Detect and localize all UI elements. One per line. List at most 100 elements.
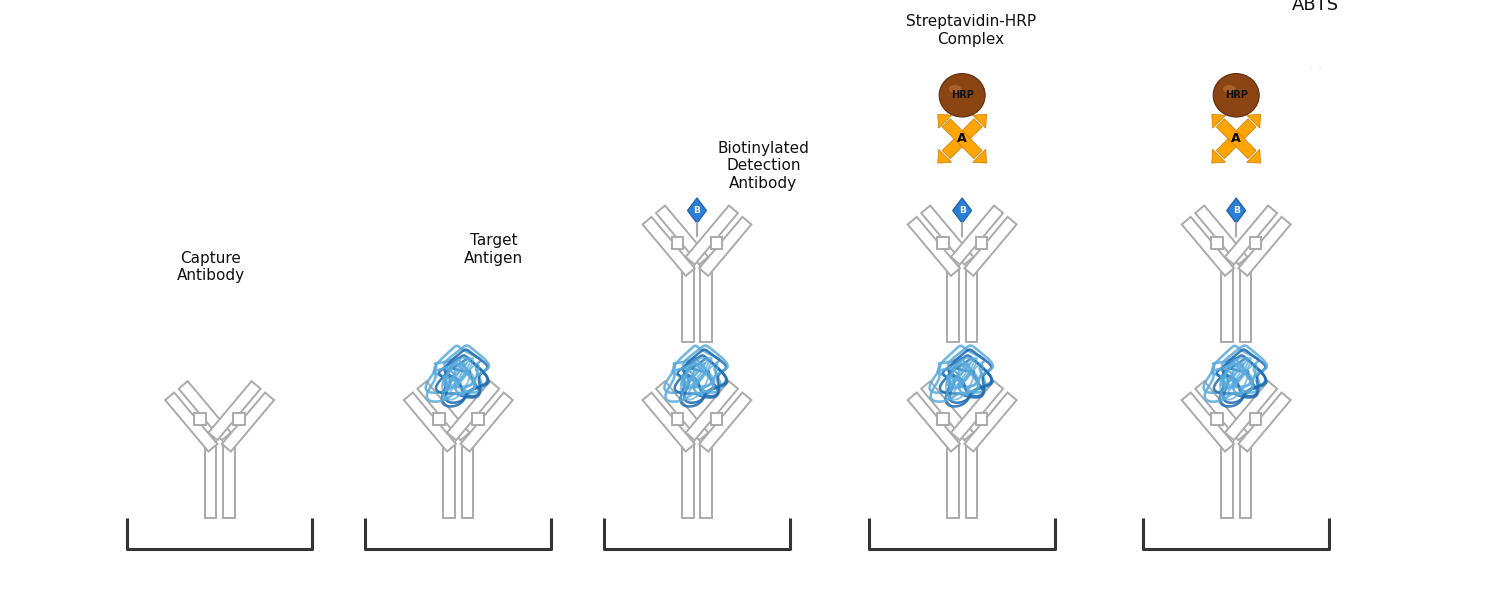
Polygon shape — [964, 217, 1017, 276]
Ellipse shape — [950, 85, 962, 93]
Polygon shape — [1246, 149, 1260, 163]
Text: B: B — [693, 206, 700, 215]
Bar — [711, 413, 723, 425]
Text: B: B — [958, 206, 966, 215]
Polygon shape — [1239, 217, 1290, 276]
Text: A: A — [957, 132, 968, 145]
Bar — [1221, 442, 1233, 518]
Polygon shape — [656, 206, 708, 265]
Polygon shape — [687, 198, 706, 223]
Polygon shape — [938, 115, 951, 128]
Bar — [1239, 266, 1251, 342]
Polygon shape — [656, 381, 708, 440]
Text: Capture
Antibody: Capture Antibody — [177, 251, 244, 283]
Polygon shape — [921, 381, 974, 440]
Polygon shape — [1226, 381, 1276, 440]
Polygon shape — [1196, 381, 1248, 440]
Bar — [700, 442, 712, 518]
Bar — [232, 413, 244, 425]
Polygon shape — [942, 119, 982, 158]
Circle shape — [1304, 31, 1328, 54]
Bar — [975, 413, 987, 425]
Bar — [672, 413, 684, 425]
Polygon shape — [921, 206, 974, 265]
Polygon shape — [1216, 119, 1255, 158]
Polygon shape — [642, 217, 694, 276]
Polygon shape — [1227, 198, 1245, 223]
Polygon shape — [460, 392, 513, 452]
Polygon shape — [938, 149, 951, 163]
Bar — [938, 238, 948, 249]
Bar — [711, 238, 723, 249]
Polygon shape — [642, 392, 694, 452]
Polygon shape — [447, 381, 500, 440]
Bar — [1221, 266, 1233, 342]
Polygon shape — [951, 206, 1004, 265]
Bar — [682, 442, 693, 518]
Polygon shape — [942, 119, 982, 158]
Bar — [462, 442, 474, 518]
Bar — [966, 442, 978, 518]
Circle shape — [1311, 38, 1320, 46]
Bar — [966, 266, 978, 342]
Circle shape — [1308, 35, 1323, 50]
Ellipse shape — [1214, 74, 1258, 117]
Ellipse shape — [939, 74, 986, 117]
Polygon shape — [417, 381, 470, 440]
Polygon shape — [972, 115, 987, 128]
Bar — [195, 413, 206, 425]
Polygon shape — [686, 381, 738, 440]
Polygon shape — [951, 381, 1004, 440]
Bar — [1210, 413, 1222, 425]
Polygon shape — [699, 392, 752, 452]
Polygon shape — [908, 217, 960, 276]
Bar — [946, 266, 958, 342]
Text: HRP: HRP — [1224, 90, 1248, 100]
Circle shape — [1299, 25, 1332, 59]
Polygon shape — [1196, 206, 1248, 265]
Text: ABTS: ABTS — [1292, 0, 1340, 14]
Text: Target
Antigen: Target Antigen — [464, 233, 524, 266]
Bar — [1250, 238, 1262, 249]
Bar — [1210, 238, 1222, 249]
Polygon shape — [908, 392, 960, 452]
Text: A: A — [1232, 132, 1240, 145]
Polygon shape — [952, 198, 972, 223]
Polygon shape — [1212, 115, 1225, 128]
Polygon shape — [1182, 217, 1234, 276]
Polygon shape — [1216, 119, 1255, 158]
Polygon shape — [178, 381, 231, 440]
Bar — [472, 413, 483, 425]
Text: Biotinylated
Detection
Antibody: Biotinylated Detection Antibody — [717, 141, 809, 191]
Polygon shape — [1182, 392, 1234, 452]
Polygon shape — [686, 206, 738, 265]
Polygon shape — [699, 217, 752, 276]
Bar — [204, 442, 216, 518]
Text: HRP: HRP — [951, 90, 974, 100]
Bar — [700, 266, 712, 342]
Bar — [1239, 442, 1251, 518]
Polygon shape — [1246, 115, 1260, 128]
Bar — [938, 413, 948, 425]
Polygon shape — [964, 392, 1017, 452]
Bar — [433, 413, 444, 425]
Polygon shape — [1226, 206, 1276, 265]
Text: Streptavidin-HRP
Complex: Streptavidin-HRP Complex — [906, 14, 1036, 47]
Polygon shape — [404, 392, 456, 452]
Bar — [1250, 413, 1262, 425]
Bar — [442, 442, 454, 518]
Bar — [682, 266, 693, 342]
Bar — [672, 238, 684, 249]
Polygon shape — [1212, 149, 1225, 163]
Polygon shape — [1239, 392, 1290, 452]
Polygon shape — [222, 392, 274, 452]
Bar — [975, 238, 987, 249]
Circle shape — [1292, 19, 1340, 66]
Text: B: B — [1233, 206, 1239, 215]
Polygon shape — [972, 149, 987, 163]
Bar — [224, 442, 234, 518]
Bar — [946, 442, 958, 518]
Ellipse shape — [1222, 85, 1236, 93]
Polygon shape — [165, 392, 218, 452]
Polygon shape — [209, 381, 261, 440]
